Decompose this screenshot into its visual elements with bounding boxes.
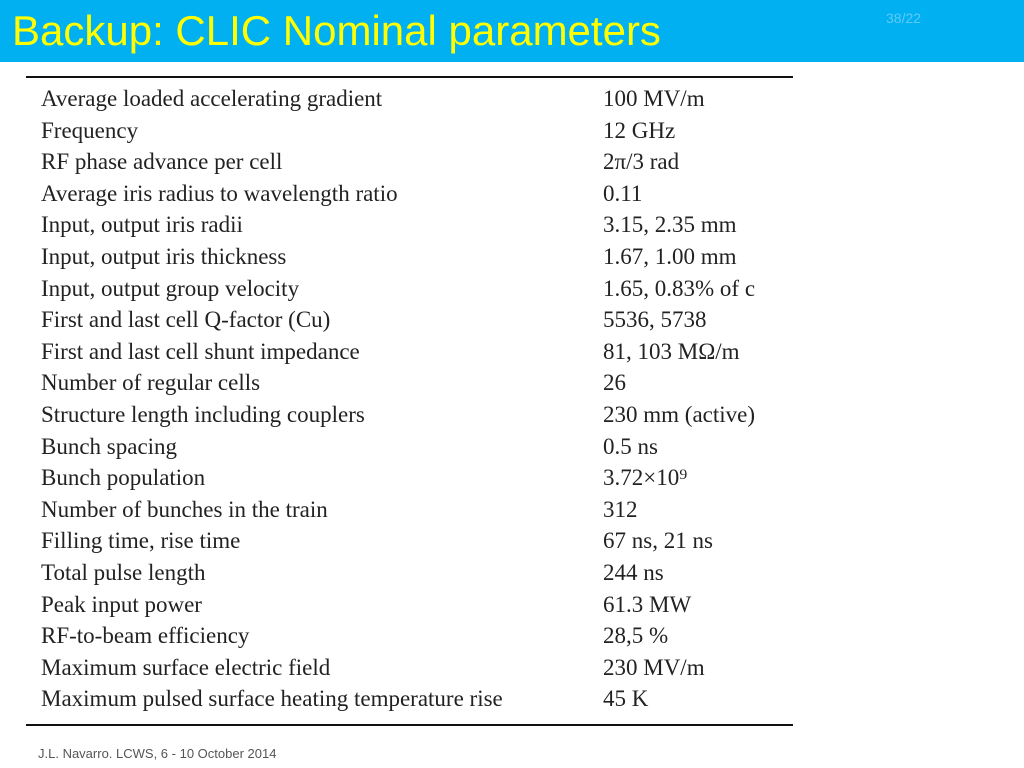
- table-row: Filling time, rise time 67 ns, 21 ns: [26, 526, 793, 558]
- table-row: Input, output iris thickness 1.67, 1.00 m…: [26, 242, 793, 274]
- parameter-value: 3.15, 2.35 mm: [603, 212, 737, 238]
- parameter-name: RF phase advance per cell: [41, 149, 283, 175]
- slide-title: Backup: CLIC Nominal parameters: [12, 7, 661, 54]
- table-row: Bunch population 3.72×10⁹: [26, 463, 793, 495]
- parameter-name: Input, output iris radii: [41, 212, 243, 238]
- parameter-name: RF-to-beam efficiency: [41, 623, 250, 649]
- parameter-name: Number of regular cells: [41, 370, 261, 396]
- parameter-value: 81, 103 MΩ/m: [603, 338, 740, 364]
- parameter-value: 45 K: [603, 686, 649, 712]
- table-row: Frequency 12 GHz: [26, 116, 793, 148]
- parameter-value: 312: [603, 496, 638, 522]
- parameter-value: 1.65, 0.83% of c: [603, 275, 756, 301]
- parameter-name: Bunch spacing: [41, 433, 178, 459]
- parameter-value: 0.5 ns: [603, 433, 658, 459]
- table-body: Average loaded accelerating gradient 100 …: [26, 84, 793, 716]
- parameter-value: 5536, 5738: [603, 307, 707, 333]
- parameter-value: 1.67, 1.00 mm: [603, 243, 737, 269]
- parameter-name: Input, output group velocity: [41, 275, 300, 301]
- parameter-value: 244 ns: [603, 559, 664, 585]
- parameter-name: Bunch population: [41, 465, 206, 491]
- parameter-name: Filling time, rise time: [41, 528, 241, 554]
- table-row: First and last cell shunt impedance 81, 1…: [26, 337, 793, 369]
- parameter-name: Maximum surface electric field: [41, 654, 331, 680]
- parameter-name: Total pulse length: [41, 559, 206, 585]
- parameter-name: Number of bunches in the train: [41, 496, 328, 522]
- parameter-value: 2π/3 rad: [603, 149, 680, 175]
- parameter-name: Frequency: [41, 117, 139, 143]
- parameter-value: 61.3 MW: [603, 591, 692, 617]
- parameter-value: 230 mm (active): [603, 401, 756, 427]
- parameter-value: 67 ns, 21 ns: [603, 528, 713, 554]
- parameter-value: 230 MV/m: [603, 654, 705, 680]
- table-row: Number of bunches in the train 312: [26, 495, 793, 527]
- table-row: Peak input power 61.3 MW: [26, 590, 793, 622]
- parameter-name: First and last cell shunt impedance: [41, 338, 360, 364]
- table-row: Average loaded accelerating gradient 100 …: [26, 84, 793, 116]
- parameter-name: Maximum pulsed surface heating temperatu…: [41, 686, 503, 712]
- title-bar: Backup: CLIC Nominal parameters 38/22: [0, 0, 1024, 62]
- table-row: Input, output iris radii 3.15, 2.35 mm: [26, 210, 793, 242]
- table-row: Average iris radius to wavelength ratio 0…: [26, 179, 793, 211]
- table-row: Maximum pulsed surface heating temperatu…: [26, 684, 793, 716]
- table-row: Input, output group velocity 1.65, 0.83% …: [26, 274, 793, 306]
- table-row: RF-to-beam efficiency 28,5 %: [26, 621, 793, 653]
- parameter-name: Input, output iris thickness: [41, 243, 287, 269]
- table-top-rule: [26, 76, 793, 78]
- parameter-value: 100 MV/m: [603, 86, 705, 111]
- table-row: Structure length including couplers 230 m…: [26, 400, 793, 432]
- parameter-value: 0.11: [603, 180, 643, 206]
- parameter-name: Average iris radius to wavelength ratio: [41, 180, 398, 206]
- parameters-table: Average loaded accelerating gradient 100 …: [26, 76, 793, 726]
- table-row: RF phase advance per cell 2π/3 rad: [26, 147, 793, 179]
- parameter-name: Structure length including couplers: [41, 401, 365, 427]
- parameter-name: First and last cell Q-factor (Cu): [41, 307, 331, 333]
- table-row: Number of regular cells 26: [26, 368, 793, 400]
- parameter-value: 3.72×10⁹: [603, 465, 688, 491]
- table-row: Total pulse length 244 ns: [26, 558, 793, 590]
- parameter-value: 28,5 %: [603, 623, 669, 649]
- parameter-value: 12 GHz: [603, 117, 676, 143]
- parameter-value: 26: [603, 370, 626, 396]
- parameter-name: Peak input power: [41, 591, 202, 617]
- table-row: First and last cell Q-factor (Cu) 5536, 5…: [26, 305, 793, 337]
- slide-footer: J.L. Navarro. LCWS, 6 - 10 October 2014: [38, 746, 277, 761]
- table-row: Maximum surface electric field 230 MV/m: [26, 653, 793, 685]
- table-bottom-rule: [26, 724, 793, 726]
- page-number: 38/22: [886, 10, 922, 26]
- table-row: Bunch spacing 0.5 ns: [26, 432, 793, 464]
- parameter-name: Average loaded accelerating gradient: [41, 86, 383, 111]
